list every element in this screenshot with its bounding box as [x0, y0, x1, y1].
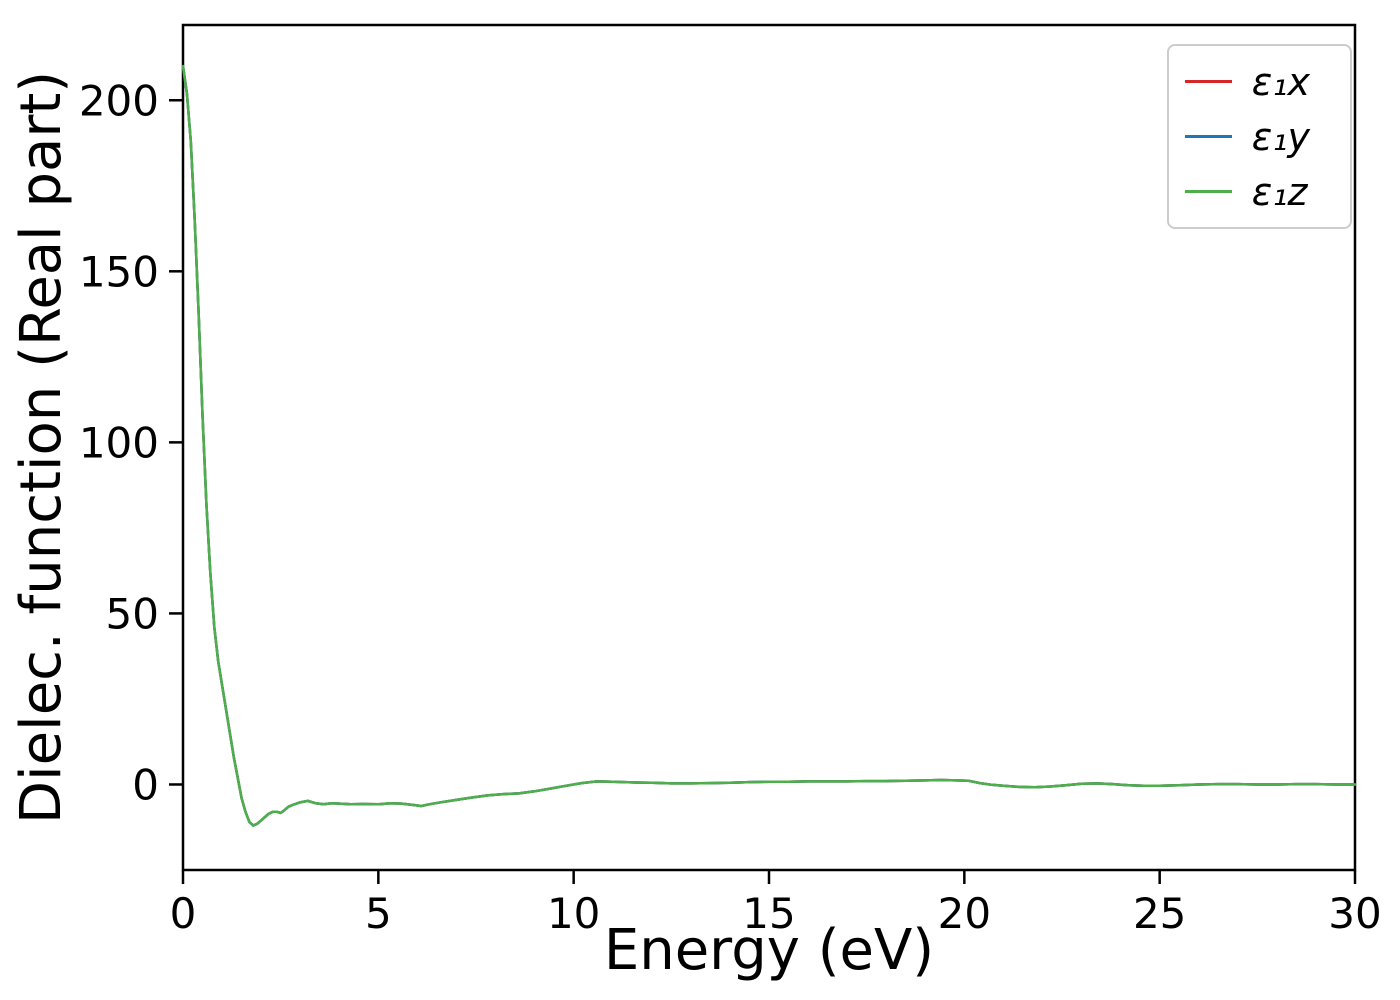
legend-swatch: [1184, 190, 1232, 193]
y-tick-label: 150: [79, 247, 159, 296]
legend: ε₁x ε₁y ε₁z: [1166, 44, 1352, 229]
x-tick-label: 10: [547, 889, 600, 938]
legend-label: ε₁y: [1251, 114, 1310, 159]
x-tick-label: 20: [938, 889, 991, 938]
legend-label: ε₁x: [1251, 59, 1310, 104]
x-axis-label: Energy (eV): [603, 918, 935, 983]
legend-swatch: [1184, 80, 1232, 83]
y-tick-label: 50: [106, 589, 159, 638]
x-tick-label: 25: [1133, 889, 1186, 938]
legend-label: ε₁z: [1251, 169, 1308, 214]
x-tick-label: 0: [170, 889, 197, 938]
x-tick-label: 30: [1328, 889, 1381, 938]
series-line-e1z: [181, 64, 1357, 827]
legend-item: ε₁x: [1184, 54, 1310, 109]
legend-item: ε₁y: [1184, 109, 1310, 164]
legend-item: ε₁z: [1184, 164, 1310, 219]
legend-swatch: [1184, 135, 1232, 138]
x-tick-label: 5: [365, 889, 392, 938]
x-tick-label: 15: [742, 889, 795, 938]
y-tick-label: 100: [79, 418, 159, 467]
y-tick-label: 200: [79, 76, 159, 125]
y-axis-label: Dielec. function (Real part): [9, 70, 74, 825]
y-tick-label: 0: [132, 760, 159, 809]
